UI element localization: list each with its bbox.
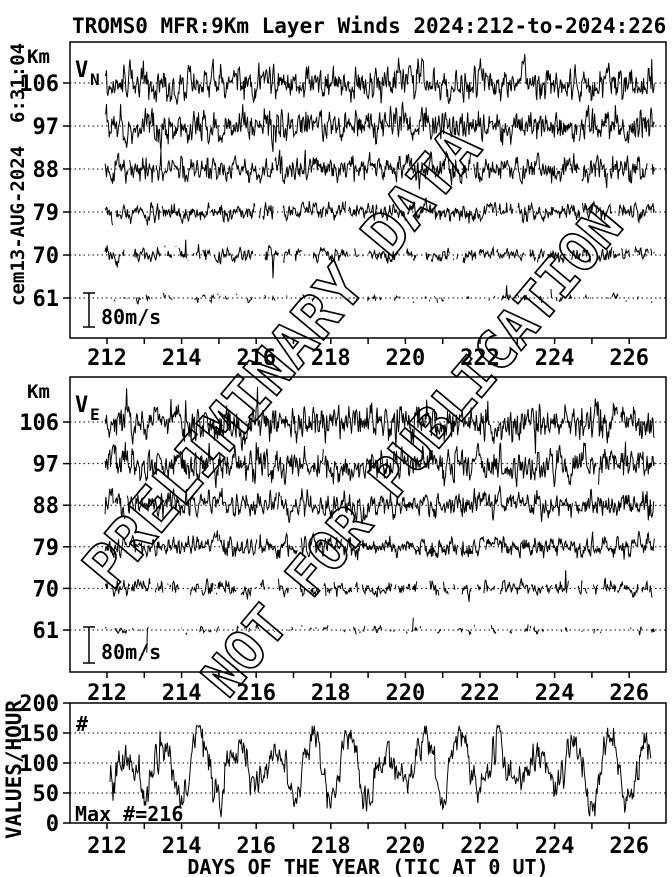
x-tick-label-218: 218 bbox=[311, 681, 351, 706]
wind-trace-north-wind-70km bbox=[104, 239, 655, 279]
x-tick-label-216: 216 bbox=[236, 834, 276, 859]
counts-marker-label: # bbox=[76, 712, 88, 736]
x-tick-label-212: 212 bbox=[87, 834, 127, 859]
altitude-label-north-wind-79km: 79 bbox=[33, 201, 60, 226]
scale-bar-vn bbox=[83, 292, 95, 328]
x-tick-label-226: 226 bbox=[609, 346, 649, 371]
panel-label-vn: V bbox=[75, 58, 88, 83]
wind-trace-east-wind-97km bbox=[104, 441, 655, 489]
altitude-label-north-wind-97km: 97 bbox=[33, 115, 60, 140]
panel-east-wind-border bbox=[69, 376, 667, 673]
x-tick-label-222: 222 bbox=[460, 834, 500, 859]
altitude-label-east-wind-106km: 106 bbox=[19, 411, 59, 436]
chart-render-layer: 106 97 88 79 70 61 212 214 216 218 220 222 224 226 106… bbox=[19, 53, 666, 859]
altitude-label-north-wind-61km: 61 bbox=[33, 287, 60, 312]
panel-counts-border bbox=[69, 702, 667, 824]
panel-label-ve-subscript: E bbox=[90, 405, 100, 424]
altitude-label-east-wind-70km: 70 bbox=[33, 577, 60, 602]
x-tick-label-220: 220 bbox=[386, 681, 426, 706]
x-tick-label-226: 226 bbox=[609, 681, 649, 706]
y-unit-label-ve: Km bbox=[27, 381, 50, 403]
counts-y-tick-label-0: 0 bbox=[46, 812, 59, 837]
x-tick-label-222: 222 bbox=[460, 681, 500, 706]
x-tick-label-226: 226 bbox=[609, 834, 649, 859]
wind-trace-north-wind-88km bbox=[104, 149, 655, 190]
x-tick-label-224: 224 bbox=[535, 681, 575, 706]
altitude-label-east-wind-88km: 88 bbox=[33, 494, 60, 519]
x-tick-label-214: 214 bbox=[162, 346, 202, 371]
altitude-label-north-wind-70km: 70 bbox=[33, 244, 60, 269]
wind-trace-east-wind-106km bbox=[104, 386, 655, 454]
figure-title: TROMS0 MFR:9Km Layer Winds 2024:212-to-2… bbox=[72, 14, 666, 38]
x-tick-label-218: 218 bbox=[311, 834, 351, 859]
counts-y-tick-label-100: 100 bbox=[19, 752, 59, 777]
y-unit-label-vn: Km bbox=[27, 46, 50, 68]
wind-trace-east-wind-79km bbox=[104, 530, 655, 561]
scale-bar-ve bbox=[83, 626, 95, 664]
x-axis-title: DAYS OF THE YEAR (TIC AT 0 UT) bbox=[187, 855, 548, 877]
x-tick-label-220: 220 bbox=[386, 346, 426, 371]
counts-y-tick-label-150: 150 bbox=[19, 722, 59, 747]
scale-bar-label-vn: 80m/s bbox=[101, 305, 161, 329]
wind-trace-north-wind-61km bbox=[113, 285, 653, 305]
creation-timestamp: cem13-AUG-2024 6:31:04 bbox=[7, 43, 29, 306]
panel-north-wind-border bbox=[69, 41, 667, 339]
counts-y-tick-label-50: 50 bbox=[33, 782, 60, 807]
counts-max-label: Max #=216 bbox=[75, 802, 183, 826]
x-tick-label-224: 224 bbox=[535, 346, 575, 371]
counts-trace bbox=[109, 724, 652, 818]
panel-label-vn-subscript: N bbox=[90, 70, 100, 89]
wind-trace-east-wind-70km bbox=[104, 570, 655, 602]
x-tick-label-224: 224 bbox=[535, 834, 575, 859]
x-tick-label-218: 218 bbox=[311, 346, 351, 371]
altitude-label-east-wind-61km: 61 bbox=[33, 619, 60, 644]
x-tick-label-214: 214 bbox=[162, 681, 202, 706]
x-tick-label-212: 212 bbox=[87, 346, 127, 371]
watermark-preliminary-data: PRELIMINARY DATA bbox=[70, 114, 495, 602]
panel-label-ve: V bbox=[75, 393, 88, 418]
wind-trace-north-wind-97km bbox=[104, 101, 655, 153]
wind-trace-east-wind-61km bbox=[104, 617, 655, 653]
scale-bar-label-ve: 80m/s bbox=[101, 640, 161, 664]
altitude-label-east-wind-97km: 97 bbox=[33, 453, 60, 478]
altitude-label-east-wind-79km: 79 bbox=[33, 536, 60, 561]
wind-trace-north-wind-79km bbox=[104, 197, 655, 226]
counts-y-tick-label-200: 200 bbox=[19, 692, 59, 717]
x-tick-label-216: 216 bbox=[236, 346, 276, 371]
wind-trace-north-wind-106km bbox=[104, 53, 655, 105]
altitude-label-north-wind-106km: 106 bbox=[19, 72, 59, 97]
altitude-label-north-wind-88km: 88 bbox=[33, 158, 60, 183]
x-tick-label-216: 216 bbox=[236, 681, 276, 706]
wind-trace-east-wind-88km bbox=[104, 485, 655, 524]
x-tick-label-222: 222 bbox=[460, 346, 500, 371]
x-tick-label-214: 214 bbox=[162, 834, 202, 859]
x-tick-label-220: 220 bbox=[386, 834, 426, 859]
counts-y-axis-title: VALUES/HOUR bbox=[2, 700, 26, 839]
x-tick-label-212: 212 bbox=[87, 681, 127, 706]
